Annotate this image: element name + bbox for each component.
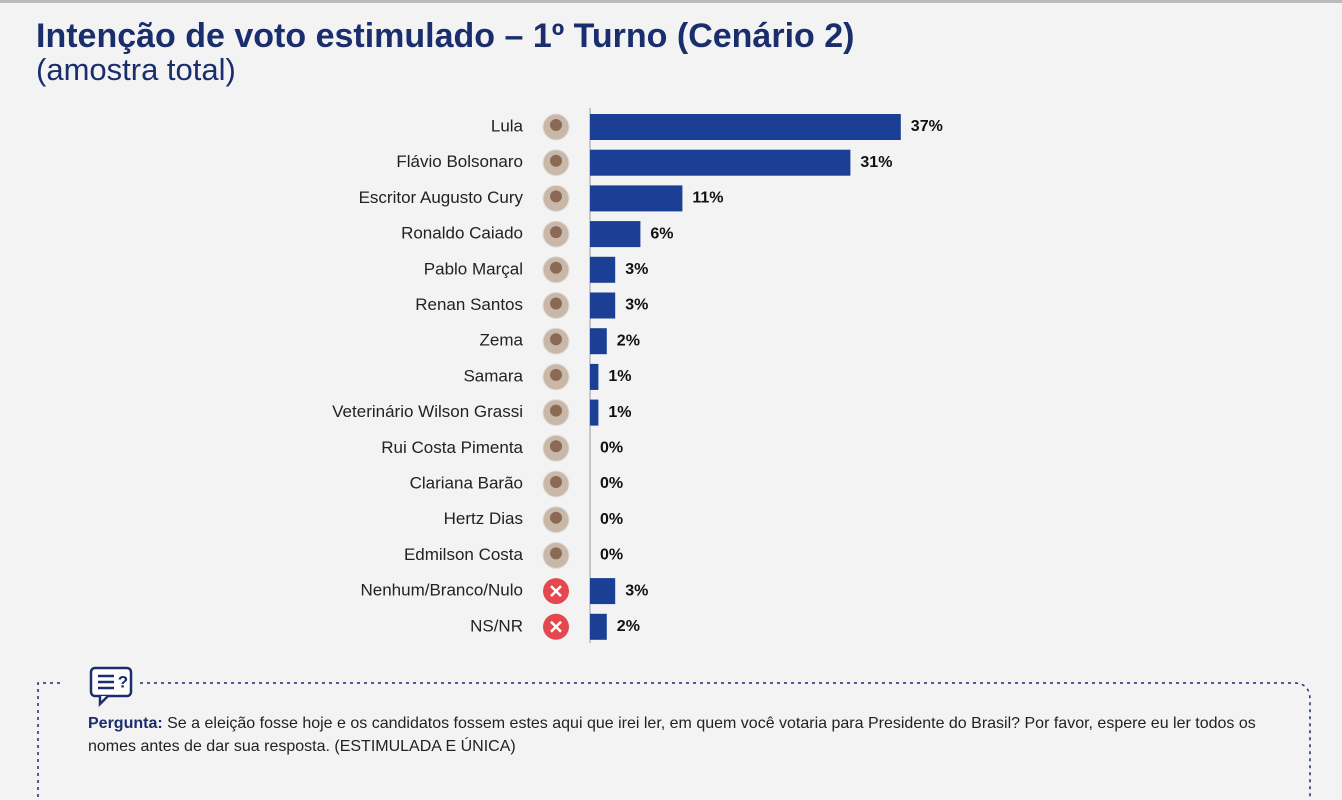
value-label: 3%	[625, 261, 648, 278]
candidate-photo-face	[550, 190, 562, 203]
bar	[590, 613, 607, 640]
candidate-photo-face	[550, 476, 562, 488]
category-label: Nenhum/Branco/Nulo	[360, 581, 523, 600]
value-label: 37%	[911, 118, 943, 135]
bar	[590, 185, 683, 212]
value-label: 0%	[600, 547, 623, 564]
top-border	[0, 0, 1342, 3]
value-label: 2%	[617, 618, 640, 635]
candidate-photo-face	[550, 119, 562, 131]
chart-title: Intenção de voto estimulado – 1º Turno (…	[36, 17, 854, 55]
svg-text:?: ?	[118, 672, 128, 691]
bar	[590, 328, 607, 355]
bar	[590, 114, 901, 140]
category-label: Zema	[480, 331, 524, 350]
category-label: Lula	[491, 116, 524, 135]
candidate-photo-face	[550, 261, 562, 274]
bar	[590, 363, 599, 390]
candidate-photo-face	[550, 154, 562, 167]
question-box	[37, 682, 1311, 800]
candidate-photo-face	[550, 440, 562, 453]
chart-subtitle: (amostra total)	[36, 52, 236, 87]
value-label: 3%	[625, 297, 648, 314]
value-label: 11%	[692, 190, 723, 207]
bar	[590, 399, 599, 426]
candidate-photo-face	[550, 368, 562, 381]
category-label: Samara	[463, 366, 523, 385]
value-label: 0%	[600, 511, 623, 528]
bar	[590, 149, 851, 176]
bar	[590, 256, 616, 283]
value-label: 1%	[608, 404, 631, 421]
category-label: Pablo Marçal	[424, 259, 523, 278]
value-label: 0%	[600, 440, 623, 457]
value-label: 2%	[617, 332, 640, 349]
bar	[590, 578, 616, 605]
category-label: Hertz Dias	[444, 509, 523, 528]
value-label: 3%	[625, 582, 648, 599]
bar	[590, 221, 641, 248]
value-label: 31%	[860, 154, 892, 171]
category-label: Escritor Augusto Cury	[359, 188, 524, 207]
candidate-photo-face	[550, 297, 562, 310]
category-label: Edmilson Costa	[404, 545, 524, 564]
category-label: Renan Santos	[415, 295, 523, 314]
value-label: 6%	[650, 225, 673, 242]
value-label: 1%	[608, 368, 631, 385]
bar	[590, 292, 616, 319]
value-label: 0%	[600, 475, 623, 492]
candidate-photo-face	[550, 333, 562, 346]
category-label: Clariana Barão	[410, 473, 523, 492]
question-label: Pergunta:	[88, 715, 163, 732]
none-icon-x	[550, 620, 562, 633]
category-label: NS/NR	[470, 616, 523, 635]
candidate-photo-face	[550, 547, 562, 560]
question-text: Se a eleição fosse hoje e os candidatos …	[88, 715, 1256, 755]
candidate-photo-face	[550, 404, 562, 417]
question: Pergunta: Se a eleição fosse hoje e os c…	[88, 712, 1298, 758]
candidate-photo-face	[550, 226, 562, 239]
candidate-photo-face	[550, 511, 562, 524]
category-label: Flávio Bolsonaro	[396, 152, 523, 171]
question-icon: ?	[89, 666, 133, 708]
none-icon-x	[550, 585, 562, 597]
category-label: Rui Costa Pimenta	[381, 438, 523, 457]
category-label: Ronaldo Caiado	[401, 224, 523, 243]
category-label: Veterinário Wilson Grassi	[332, 402, 523, 421]
